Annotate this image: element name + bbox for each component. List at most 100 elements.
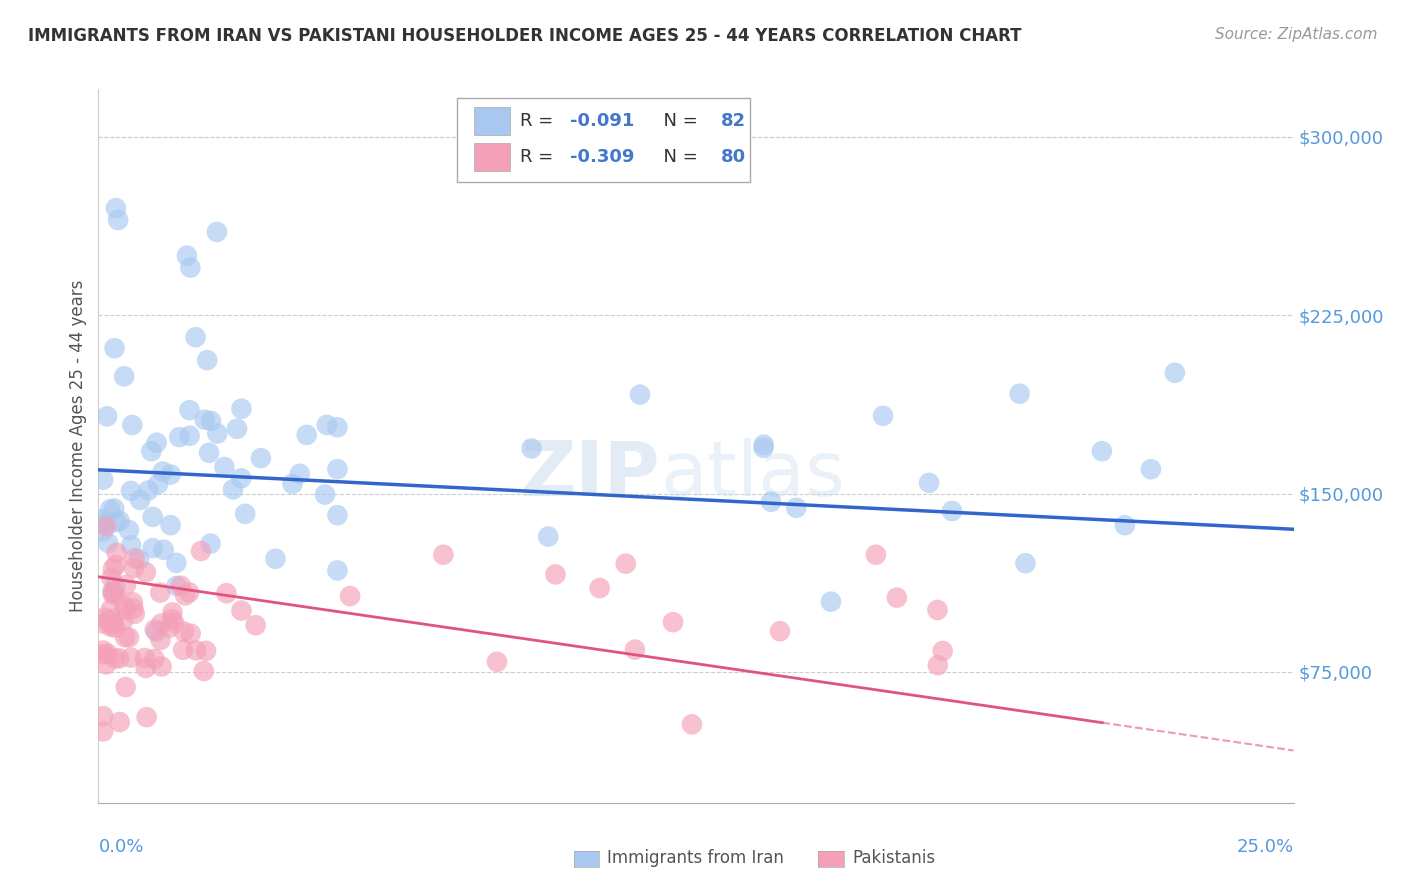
Point — [198, 446, 221, 460]
Point — [226, 422, 249, 436]
Point — [820, 594, 842, 608]
Point — [100, 571, 122, 585]
Point — [170, 579, 193, 593]
Point — [207, 426, 229, 441]
Point — [1014, 556, 1036, 570]
Text: 82: 82 — [721, 112, 747, 130]
Point — [315, 417, 337, 432]
Point — [97, 536, 120, 550]
Point — [941, 504, 963, 518]
Point — [281, 476, 304, 491]
Point — [101, 584, 124, 599]
Point — [101, 612, 124, 626]
Point — [159, 518, 181, 533]
Point — [112, 599, 135, 613]
Point — [174, 588, 197, 602]
Point — [91, 524, 114, 539]
Point — [104, 201, 127, 215]
Point — [97, 647, 120, 661]
Point — [122, 561, 145, 575]
Point — [1091, 444, 1114, 458]
Point — [1114, 518, 1136, 533]
Point — [1140, 462, 1163, 476]
Point — [1164, 366, 1187, 380]
Point — [326, 564, 349, 578]
Point — [176, 249, 198, 263]
Point — [160, 612, 183, 626]
Point — [121, 595, 143, 609]
Text: R =: R = — [520, 148, 560, 166]
Point — [250, 451, 273, 466]
Point — [105, 515, 128, 529]
Point — [624, 642, 647, 657]
Text: -0.309: -0.309 — [571, 148, 636, 166]
Point — [752, 441, 775, 455]
Point — [135, 661, 157, 675]
Point — [193, 664, 215, 678]
Point — [96, 409, 118, 424]
Point — [865, 548, 887, 562]
Point — [159, 467, 181, 482]
Point — [114, 630, 136, 644]
Point — [326, 462, 349, 476]
Point — [173, 624, 195, 639]
Point — [184, 330, 207, 344]
Point — [628, 387, 651, 401]
Point — [145, 624, 167, 639]
Point — [101, 587, 124, 601]
Point — [103, 616, 125, 631]
Point — [326, 508, 349, 523]
Point — [537, 530, 560, 544]
Text: 0.0%: 0.0% — [98, 838, 143, 856]
Text: R =: R = — [520, 112, 560, 130]
Point — [152, 465, 174, 479]
Point — [205, 225, 228, 239]
Point — [589, 581, 612, 595]
Point — [195, 353, 218, 368]
Point — [177, 585, 200, 599]
Point — [143, 623, 166, 637]
Point — [288, 467, 311, 481]
Point — [195, 644, 218, 658]
Point — [785, 500, 807, 515]
Point — [162, 606, 184, 620]
Point — [159, 621, 181, 635]
Point — [104, 620, 127, 634]
Point — [104, 587, 127, 601]
Point — [149, 585, 172, 599]
Point — [129, 493, 152, 508]
Text: Immigrants from Iran: Immigrants from Iran — [607, 849, 785, 867]
Point — [115, 578, 138, 592]
Text: Pakistanis: Pakistanis — [852, 849, 935, 867]
Point — [112, 614, 135, 628]
Point — [120, 538, 142, 552]
Text: ZIP: ZIP — [520, 438, 661, 511]
Point — [114, 680, 136, 694]
Point — [124, 551, 146, 566]
Point — [100, 620, 122, 634]
Point — [120, 650, 142, 665]
Text: 80: 80 — [721, 148, 747, 166]
Point — [339, 589, 361, 603]
Point — [245, 618, 267, 632]
Point — [108, 651, 131, 665]
Point — [101, 562, 124, 576]
Point — [135, 710, 157, 724]
Point — [134, 651, 156, 665]
Point — [96, 657, 118, 672]
Point — [179, 428, 201, 442]
Point — [91, 516, 114, 530]
Point — [485, 655, 508, 669]
Point — [112, 369, 135, 384]
Point — [91, 473, 114, 487]
Point — [1008, 386, 1031, 401]
Point — [222, 483, 245, 497]
Point — [91, 724, 114, 739]
Point — [752, 438, 775, 452]
Point — [100, 602, 122, 616]
FancyBboxPatch shape — [457, 98, 749, 182]
Point — [152, 542, 174, 557]
Point — [326, 420, 349, 434]
Point — [141, 444, 163, 458]
Point — [120, 483, 142, 498]
